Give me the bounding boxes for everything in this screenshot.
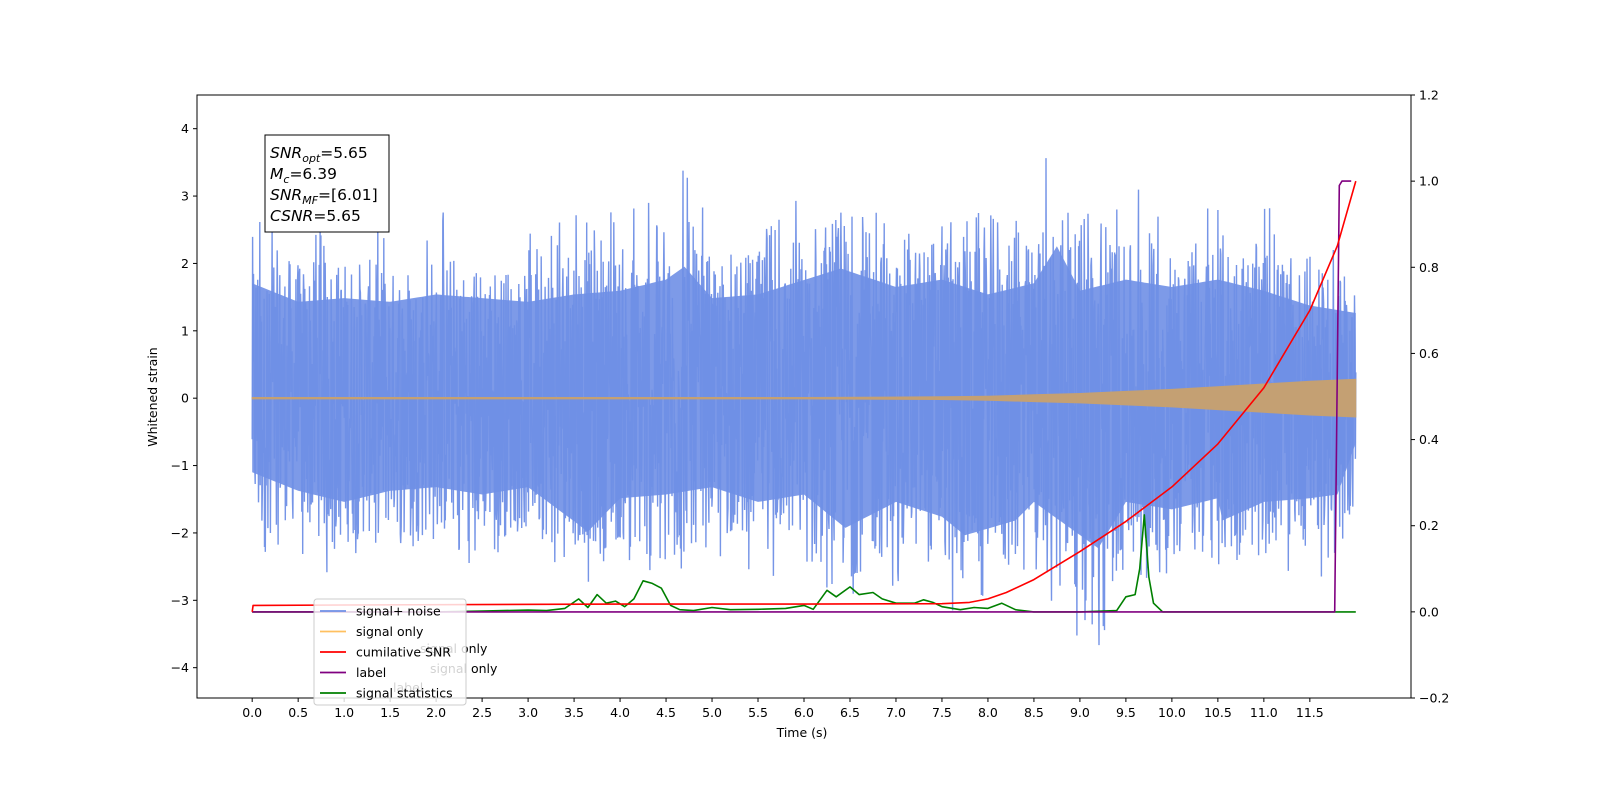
y2-tick-label: 0.4 (1419, 432, 1439, 447)
signal-only-series (251, 378, 1357, 418)
x-axis: 0.0 0.5 1.0 1.5 2.0 2.5 3.0 3.5 4.0 4.5 5.0 5.5 6.0 6… (242, 698, 1324, 720)
x-tick-label: 2.0 (426, 705, 446, 720)
legend-label: label (356, 665, 386, 680)
x-axis-label: Time (s) (776, 725, 828, 740)
x-tick-label: 9.5 (1116, 705, 1136, 720)
right-axis-series (251, 180, 1357, 613)
annotation-line: Mc=6.39 (270, 165, 337, 186)
x-tick-label: 8.0 (978, 705, 998, 720)
y2-tick-label: 1.0 (1419, 174, 1439, 189)
x-tick-label: 11.0 (1250, 705, 1278, 720)
y-axis-left: 4 3 2 1 0 −1 −2 −3 −4 (171, 121, 197, 675)
y-tick-label: −1 (171, 458, 189, 473)
x-tick-label: 6.0 (794, 705, 814, 720)
x-tick-label: 10.5 (1204, 705, 1232, 720)
y-tick-label: 2 (181, 256, 189, 271)
x-tick-label: 4.0 (610, 705, 630, 720)
y-tick-label: 4 (181, 121, 189, 136)
y-tick-label: −2 (171, 525, 189, 540)
x-tick-label: 6.5 (840, 705, 860, 720)
x-tick-label: 7.5 (932, 705, 952, 720)
legend-label: signal only (356, 624, 424, 639)
y-tick-label: −3 (171, 593, 189, 608)
annotation-frame (264, 134, 390, 233)
y-tick-label: −4 (171, 660, 189, 675)
x-tick-label: 5.0 (702, 705, 722, 720)
y2-tick-label: 1.2 (1419, 88, 1439, 103)
legend-label: signal+ noise (356, 604, 441, 619)
x-tick-label: 11.5 (1296, 705, 1324, 720)
y2-tick-label: −0.2 (1419, 691, 1449, 706)
legend-frame (313, 598, 467, 706)
y-axis-right: 1.2 1.0 0.8 0.6 0.4 0.2 0.0 −0.2 (1411, 88, 1449, 706)
annotation-line: CSNR=5.65 (270, 207, 361, 225)
x-tick-label: 3.5 (564, 705, 584, 720)
x-tick-label: 1.5 (380, 705, 400, 720)
x-tick-label: 2.5 (472, 705, 492, 720)
x-tick-label: 1.0 (334, 705, 354, 720)
x-tick-label: 9.0 (1070, 705, 1090, 720)
y-axis-label: Whitened strain (145, 347, 160, 446)
x-tick-label: 4.5 (656, 705, 676, 720)
y-tick-label: 1 (181, 323, 189, 338)
series-signal-only-band (251, 378, 1357, 418)
y-tick-label: 0 (181, 391, 189, 406)
x-tick-label: 8.5 (1024, 705, 1044, 720)
legend-label: signal statistics (356, 686, 453, 701)
y-tick-label: 3 (181, 189, 189, 204)
x-tick-label: 0.5 (288, 705, 308, 720)
y2-tick-label: 0.6 (1419, 346, 1439, 361)
x-tick-label: 0.0 (242, 705, 262, 720)
x-tick-label: 7.0 (886, 705, 906, 720)
plot-area (251, 158, 1357, 646)
x-tick-label: 5.5 (748, 705, 768, 720)
y2-tick-label: 0.8 (1419, 260, 1439, 275)
x-tick-label: 10.0 (1158, 705, 1186, 720)
series-label (252, 180, 1352, 613)
annotation-line: SNRMF=[6.01] (270, 186, 378, 207)
series-cumilative-snr (251, 180, 1357, 613)
x-tick-label: 3.0 (518, 705, 538, 720)
annotation-line: SNRopt=5.65 (270, 144, 368, 165)
y2-tick-label: 0.2 (1419, 518, 1439, 533)
legend-label: cumilative SNR (356, 645, 451, 660)
y2-tick-label: 0.0 (1419, 604, 1439, 619)
